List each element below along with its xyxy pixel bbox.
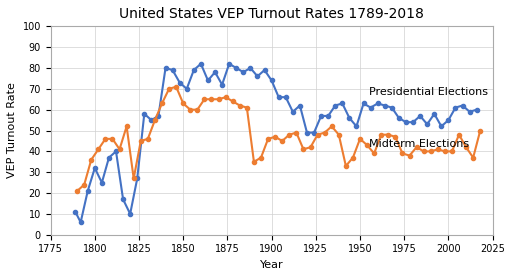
Presidential Elections bbox=[177, 81, 183, 84]
Midterm Elections bbox=[74, 189, 80, 193]
Line: Presidential Elections: Presidential Elections bbox=[73, 62, 479, 224]
Midterm Elections bbox=[463, 145, 469, 149]
Midterm Elections bbox=[378, 133, 385, 136]
Presidential Elections bbox=[424, 123, 430, 126]
Line: Midterm Elections: Midterm Elections bbox=[75, 85, 482, 193]
Presidential Elections bbox=[353, 125, 359, 128]
Presidential Elections bbox=[198, 62, 204, 65]
Midterm Elections bbox=[180, 102, 186, 105]
Presidential Elections bbox=[381, 104, 388, 107]
Presidential Elections bbox=[72, 210, 78, 214]
Midterm Elections bbox=[420, 150, 426, 153]
Presidential Elections bbox=[78, 220, 84, 224]
Y-axis label: VEP Turnout Rate: VEP Turnout Rate bbox=[7, 83, 17, 178]
Presidential Elections bbox=[474, 108, 480, 111]
Midterm Elections bbox=[166, 87, 172, 91]
Title: United States VEP Turnout Rates 1789-2018: United States VEP Turnout Rates 1789-201… bbox=[119, 7, 424, 21]
Midterm Elections bbox=[173, 85, 179, 88]
Midterm Elections bbox=[350, 156, 356, 159]
Text: Midterm Elections: Midterm Elections bbox=[369, 139, 469, 149]
Presidential Elections bbox=[459, 104, 465, 107]
Text: Presidential Elections: Presidential Elections bbox=[369, 87, 488, 97]
Presidential Elections bbox=[169, 68, 176, 72]
Midterm Elections bbox=[477, 129, 483, 132]
X-axis label: Year: Year bbox=[260, 260, 284, 270]
